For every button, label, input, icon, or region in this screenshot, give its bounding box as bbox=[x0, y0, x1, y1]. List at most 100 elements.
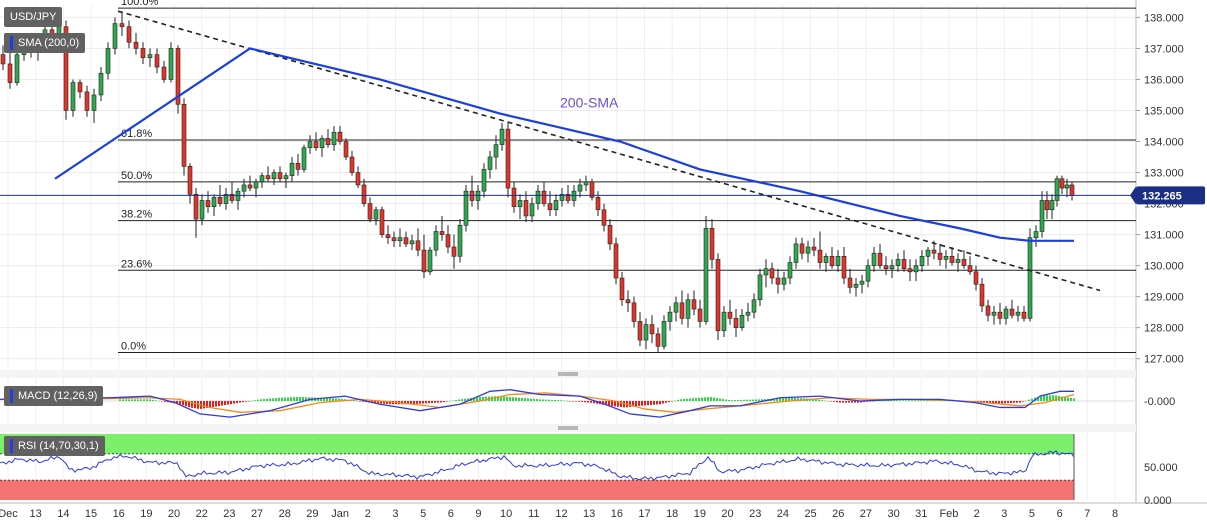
macd-histogram-bar bbox=[656, 401, 658, 405]
x-tick-label: 22 bbox=[196, 508, 208, 520]
macd-histogram-bar bbox=[479, 396, 481, 401]
candle-body bbox=[853, 283, 859, 288]
macd-histogram-bar bbox=[680, 399, 682, 401]
last-price-value: 132.265 bbox=[1142, 190, 1182, 202]
price-tick-label: 133.000 bbox=[1144, 168, 1184, 180]
macd-histogram-bar bbox=[617, 401, 619, 407]
macd-histogram-bar bbox=[584, 401, 586, 403]
macd-histogram-bar bbox=[704, 397, 706, 401]
candle-body bbox=[205, 200, 211, 207]
macd-histogram-bar bbox=[1019, 401, 1021, 403]
macd-histogram-bar bbox=[545, 399, 547, 401]
macd-histogram-bar bbox=[425, 401, 427, 404]
macd-histogram-bar bbox=[452, 400, 454, 402]
macd-histogram-bar bbox=[440, 401, 442, 403]
macd-histogram-bar bbox=[731, 400, 733, 401]
sma-200-line bbox=[54, 47, 1074, 242]
candle-body bbox=[961, 259, 967, 266]
candle-body bbox=[913, 265, 919, 273]
macd-histogram-bar bbox=[839, 401, 841, 403]
x-tick-label: 16 bbox=[113, 508, 125, 520]
macd-histogram-bar bbox=[1067, 397, 1069, 401]
macd-histogram-bar bbox=[305, 397, 307, 401]
candle-body bbox=[241, 184, 247, 192]
macd-histogram-bar bbox=[242, 401, 244, 403]
macd-histogram-bar bbox=[323, 397, 325, 401]
macd-histogram-bar bbox=[578, 401, 580, 402]
macd-histogram-bar bbox=[797, 398, 799, 401]
macd-histogram-bar bbox=[587, 401, 589, 403]
candle-body bbox=[823, 256, 829, 263]
candle-body bbox=[355, 172, 361, 186]
x-tick-label: 24 bbox=[777, 508, 789, 520]
macd-histogram-bar bbox=[389, 401, 391, 405]
macd-histogram-bar bbox=[869, 401, 871, 402]
candle-body bbox=[253, 181, 259, 189]
x-tick-label: 13 bbox=[30, 508, 42, 520]
candle-body bbox=[1049, 200, 1055, 211]
macd-histogram-bar bbox=[428, 401, 430, 404]
macd-histogram-bar bbox=[860, 401, 862, 403]
candle-body bbox=[1069, 184, 1075, 196]
macd-histogram-bar bbox=[446, 401, 448, 402]
macd-histogram-bar bbox=[317, 397, 319, 401]
candle-body bbox=[739, 314, 745, 328]
macd-histogram-bar bbox=[1049, 395, 1051, 401]
macd-histogram-bar bbox=[182, 401, 184, 406]
candle-body bbox=[70, 82, 76, 111]
x-tick-label: Dec bbox=[0, 508, 18, 520]
macd-histogram-bar bbox=[329, 398, 331, 401]
candle-body bbox=[223, 193, 229, 204]
macd-histogram-bar bbox=[1016, 401, 1018, 403]
candle-body bbox=[168, 48, 174, 80]
candle-body bbox=[883, 265, 889, 270]
dashed-trendline bbox=[117, 10, 1101, 292]
macd-histogram-bar bbox=[701, 397, 703, 401]
candle-body bbox=[685, 299, 691, 319]
macd-histogram-bar bbox=[410, 401, 412, 405]
candle-body bbox=[126, 26, 132, 43]
macd-histogram-bar bbox=[548, 399, 550, 401]
macd-histogram-bar bbox=[812, 398, 814, 401]
macd-histogram-bar bbox=[896, 400, 898, 401]
macd-histogram-bar bbox=[815, 399, 817, 401]
candle-body bbox=[433, 231, 439, 251]
candle-body bbox=[631, 302, 637, 322]
candle-body bbox=[161, 66, 167, 80]
macd-histogram-bar bbox=[1025, 400, 1027, 402]
candle-body bbox=[991, 311, 997, 316]
fib-level-label: 38.2% bbox=[121, 209, 152, 221]
x-tick-label: 5 bbox=[420, 508, 426, 520]
macd-histogram-bar bbox=[284, 397, 286, 401]
candle-body bbox=[937, 252, 943, 260]
candle-body bbox=[811, 246, 817, 251]
macd-histogram-bar bbox=[935, 400, 937, 401]
macd-histogram-bar bbox=[755, 399, 757, 401]
macd-histogram-bar bbox=[1061, 396, 1063, 401]
candle-body bbox=[427, 249, 433, 273]
macd-histogram-bar bbox=[824, 400, 826, 402]
macd-histogram-bar bbox=[890, 400, 892, 401]
macd-histogram-bar bbox=[443, 401, 445, 402]
candle-body bbox=[199, 200, 205, 220]
candle-body bbox=[931, 249, 937, 254]
macd-histogram-bar bbox=[593, 401, 595, 404]
macd-histogram-bar bbox=[749, 399, 751, 401]
macd-histogram-bar bbox=[233, 401, 235, 404]
macd-histogram-bar bbox=[335, 398, 337, 401]
macd-histogram-bar bbox=[209, 401, 211, 408]
macd-histogram-bar bbox=[377, 401, 379, 404]
candle-body bbox=[655, 333, 661, 347]
macd-histogram-bar bbox=[662, 401, 664, 404]
candle-body bbox=[421, 249, 427, 273]
x-tick-label: 12 bbox=[555, 508, 567, 520]
macd-histogram-bar bbox=[899, 400, 901, 401]
symbol-label: USD/JPY bbox=[10, 11, 57, 23]
x-tick-label: 19 bbox=[694, 508, 706, 520]
candle-body bbox=[271, 172, 277, 180]
macd-histogram-bar bbox=[671, 401, 673, 402]
macd-histogram-bar bbox=[629, 401, 631, 407]
candle-body bbox=[283, 175, 289, 180]
price-tick-label: 137.000 bbox=[1144, 43, 1184, 55]
